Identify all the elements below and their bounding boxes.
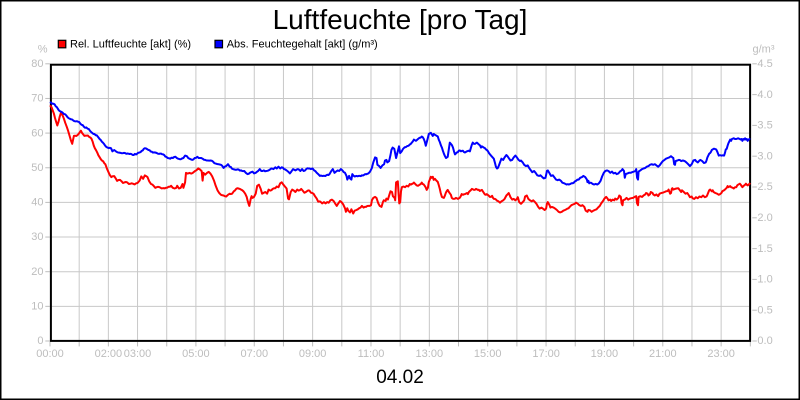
svg-text:80: 80: [31, 58, 43, 70]
svg-text:3.5: 3.5: [757, 120, 772, 132]
svg-text:03:00: 03:00: [124, 348, 152, 360]
svg-text:07:00: 07:00: [241, 348, 269, 360]
svg-text:30: 30: [31, 231, 43, 243]
svg-text:0.5: 0.5: [757, 304, 772, 316]
svg-text:09:00: 09:00: [299, 348, 327, 360]
svg-text:%: %: [38, 44, 48, 56]
svg-text:23:00: 23:00: [707, 348, 735, 360]
svg-text:2.0: 2.0: [757, 212, 772, 224]
svg-text:40: 40: [31, 197, 43, 209]
svg-text:4.5: 4.5: [757, 58, 772, 70]
svg-text:05:00: 05:00: [182, 348, 210, 360]
svg-text:Rel. Luftfeuchte [akt] (%): Rel. Luftfeuchte [akt] (%): [70, 39, 191, 51]
svg-text:1.5: 1.5: [757, 243, 772, 255]
svg-text:15:00: 15:00: [474, 348, 502, 360]
svg-text:00:00: 00:00: [36, 348, 64, 360]
svg-text:21:00: 21:00: [649, 348, 677, 360]
svg-text:4.0: 4.0: [757, 89, 772, 101]
svg-text:2.5: 2.5: [757, 181, 772, 193]
svg-text:50: 50: [31, 162, 43, 174]
svg-text:02:00: 02:00: [95, 348, 123, 360]
svg-text:0: 0: [37, 335, 43, 347]
svg-text:Luftfeuchte [pro Tag]: Luftfeuchte [pro Tag]: [273, 4, 528, 35]
svg-text:70: 70: [31, 93, 43, 105]
svg-text:13:00: 13:00: [416, 348, 444, 360]
svg-text:19:00: 19:00: [591, 348, 619, 360]
svg-text:0.0: 0.0: [757, 335, 772, 347]
svg-text:Abs. Feuchtegehalt [akt] (g/m³: Abs. Feuchtegehalt [akt] (g/m³): [227, 39, 378, 51]
svg-text:3.0: 3.0: [757, 150, 772, 162]
svg-text:60: 60: [31, 127, 43, 139]
svg-text:17:00: 17:00: [532, 348, 560, 360]
svg-text:04.02: 04.02: [376, 367, 424, 388]
svg-text:g/m³: g/m³: [753, 44, 775, 56]
svg-text:1.0: 1.0: [757, 274, 772, 286]
svg-text:10: 10: [31, 301, 43, 313]
svg-text:11:00: 11:00: [358, 348, 385, 360]
svg-text:20: 20: [31, 266, 43, 278]
